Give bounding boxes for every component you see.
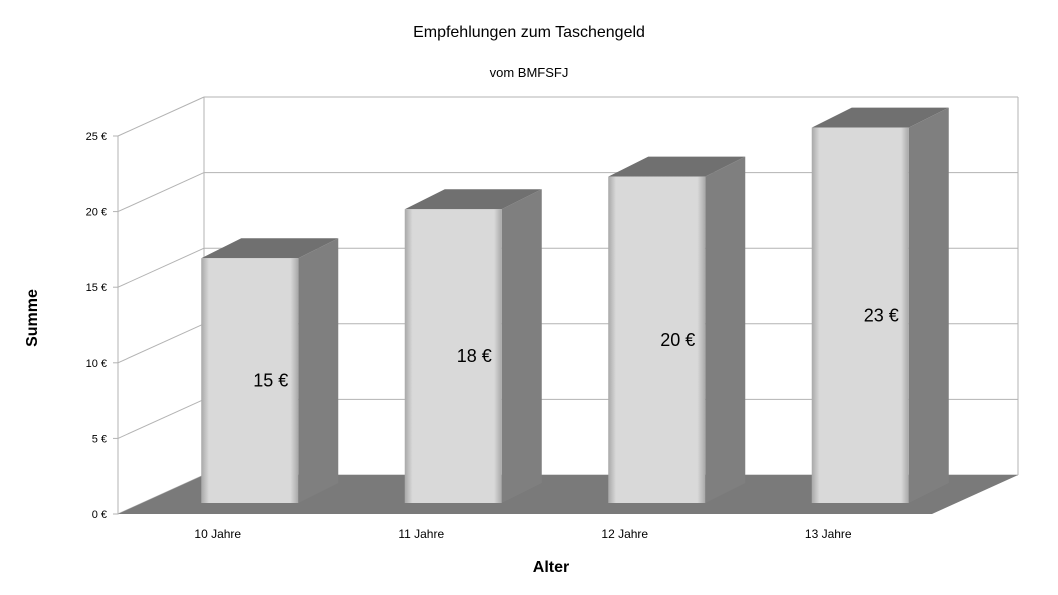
y-tick-label: 10 € (86, 358, 107, 370)
y-tick-label: 15 € (86, 282, 107, 294)
bar-top (404, 189, 542, 210)
bar (404, 209, 502, 504)
chart-title: Empfehlungen zum Taschengeld (413, 24, 645, 41)
bar-side (908, 107, 949, 503)
bar-top (608, 156, 746, 177)
bar-top (811, 107, 949, 128)
bar-side (298, 238, 339, 503)
gridline-side (117, 398, 205, 439)
x-axis-label: Alter (533, 559, 569, 576)
y-tick-label: 5 € (92, 433, 107, 445)
y-tick-label: 20 € (86, 207, 107, 219)
bar (201, 258, 299, 503)
x-tick-label: 13 Jahre (805, 527, 852, 541)
data-label: 23 € (864, 305, 899, 325)
bar-top (201, 238, 339, 259)
gridline-side (117, 96, 205, 137)
bar (811, 127, 909, 503)
bar-side (501, 189, 542, 504)
plot-area: 0 € 5 € 10 € 15 € 20 € 25 € 15 € 10 Jahre 18 € 11… (86, 96, 1019, 541)
gridline-side (117, 247, 205, 288)
data-label: 15 € (253, 371, 288, 391)
y-tick-label: 0 € (92, 509, 107, 521)
data-label: 20 € (660, 330, 695, 350)
y-axis-label: Summe (24, 289, 41, 347)
x-tick-label: 11 Jahre (398, 527, 444, 541)
y-tick-label: 25 € (86, 131, 107, 143)
data-label: 18 € (457, 346, 492, 366)
gridline-side (117, 323, 205, 364)
floor (118, 475, 1018, 514)
chart-subtitle: vom BMFSFJ (490, 65, 569, 80)
bar (608, 176, 706, 503)
gridline-side (117, 172, 205, 213)
x-tick-label: 10 Jahre (194, 527, 241, 541)
x-tick-label: 12 Jahre (601, 527, 648, 541)
bar-side (705, 156, 746, 503)
